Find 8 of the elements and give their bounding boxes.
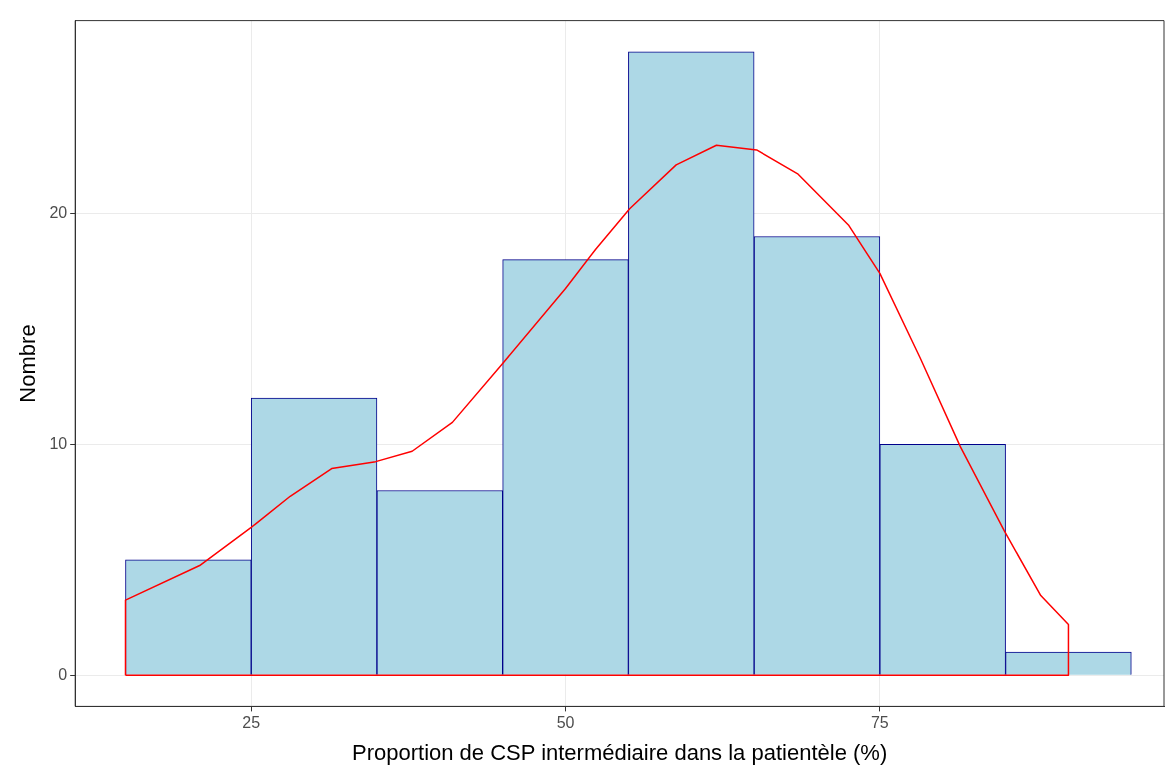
- y-tick-label: 0: [58, 665, 68, 683]
- y-tick-label: 20: [49, 203, 68, 221]
- x-tick-label: 75: [870, 714, 889, 732]
- x-tick-label: 50: [556, 714, 575, 732]
- x-tick-label: 25: [242, 714, 261, 732]
- y-axis-title: Nombre: [15, 324, 41, 403]
- y-tick-label: 10: [49, 434, 68, 452]
- x-axis-title: Proportion de CSP intermédiaire dans la patientèle (%): [351, 739, 888, 765]
